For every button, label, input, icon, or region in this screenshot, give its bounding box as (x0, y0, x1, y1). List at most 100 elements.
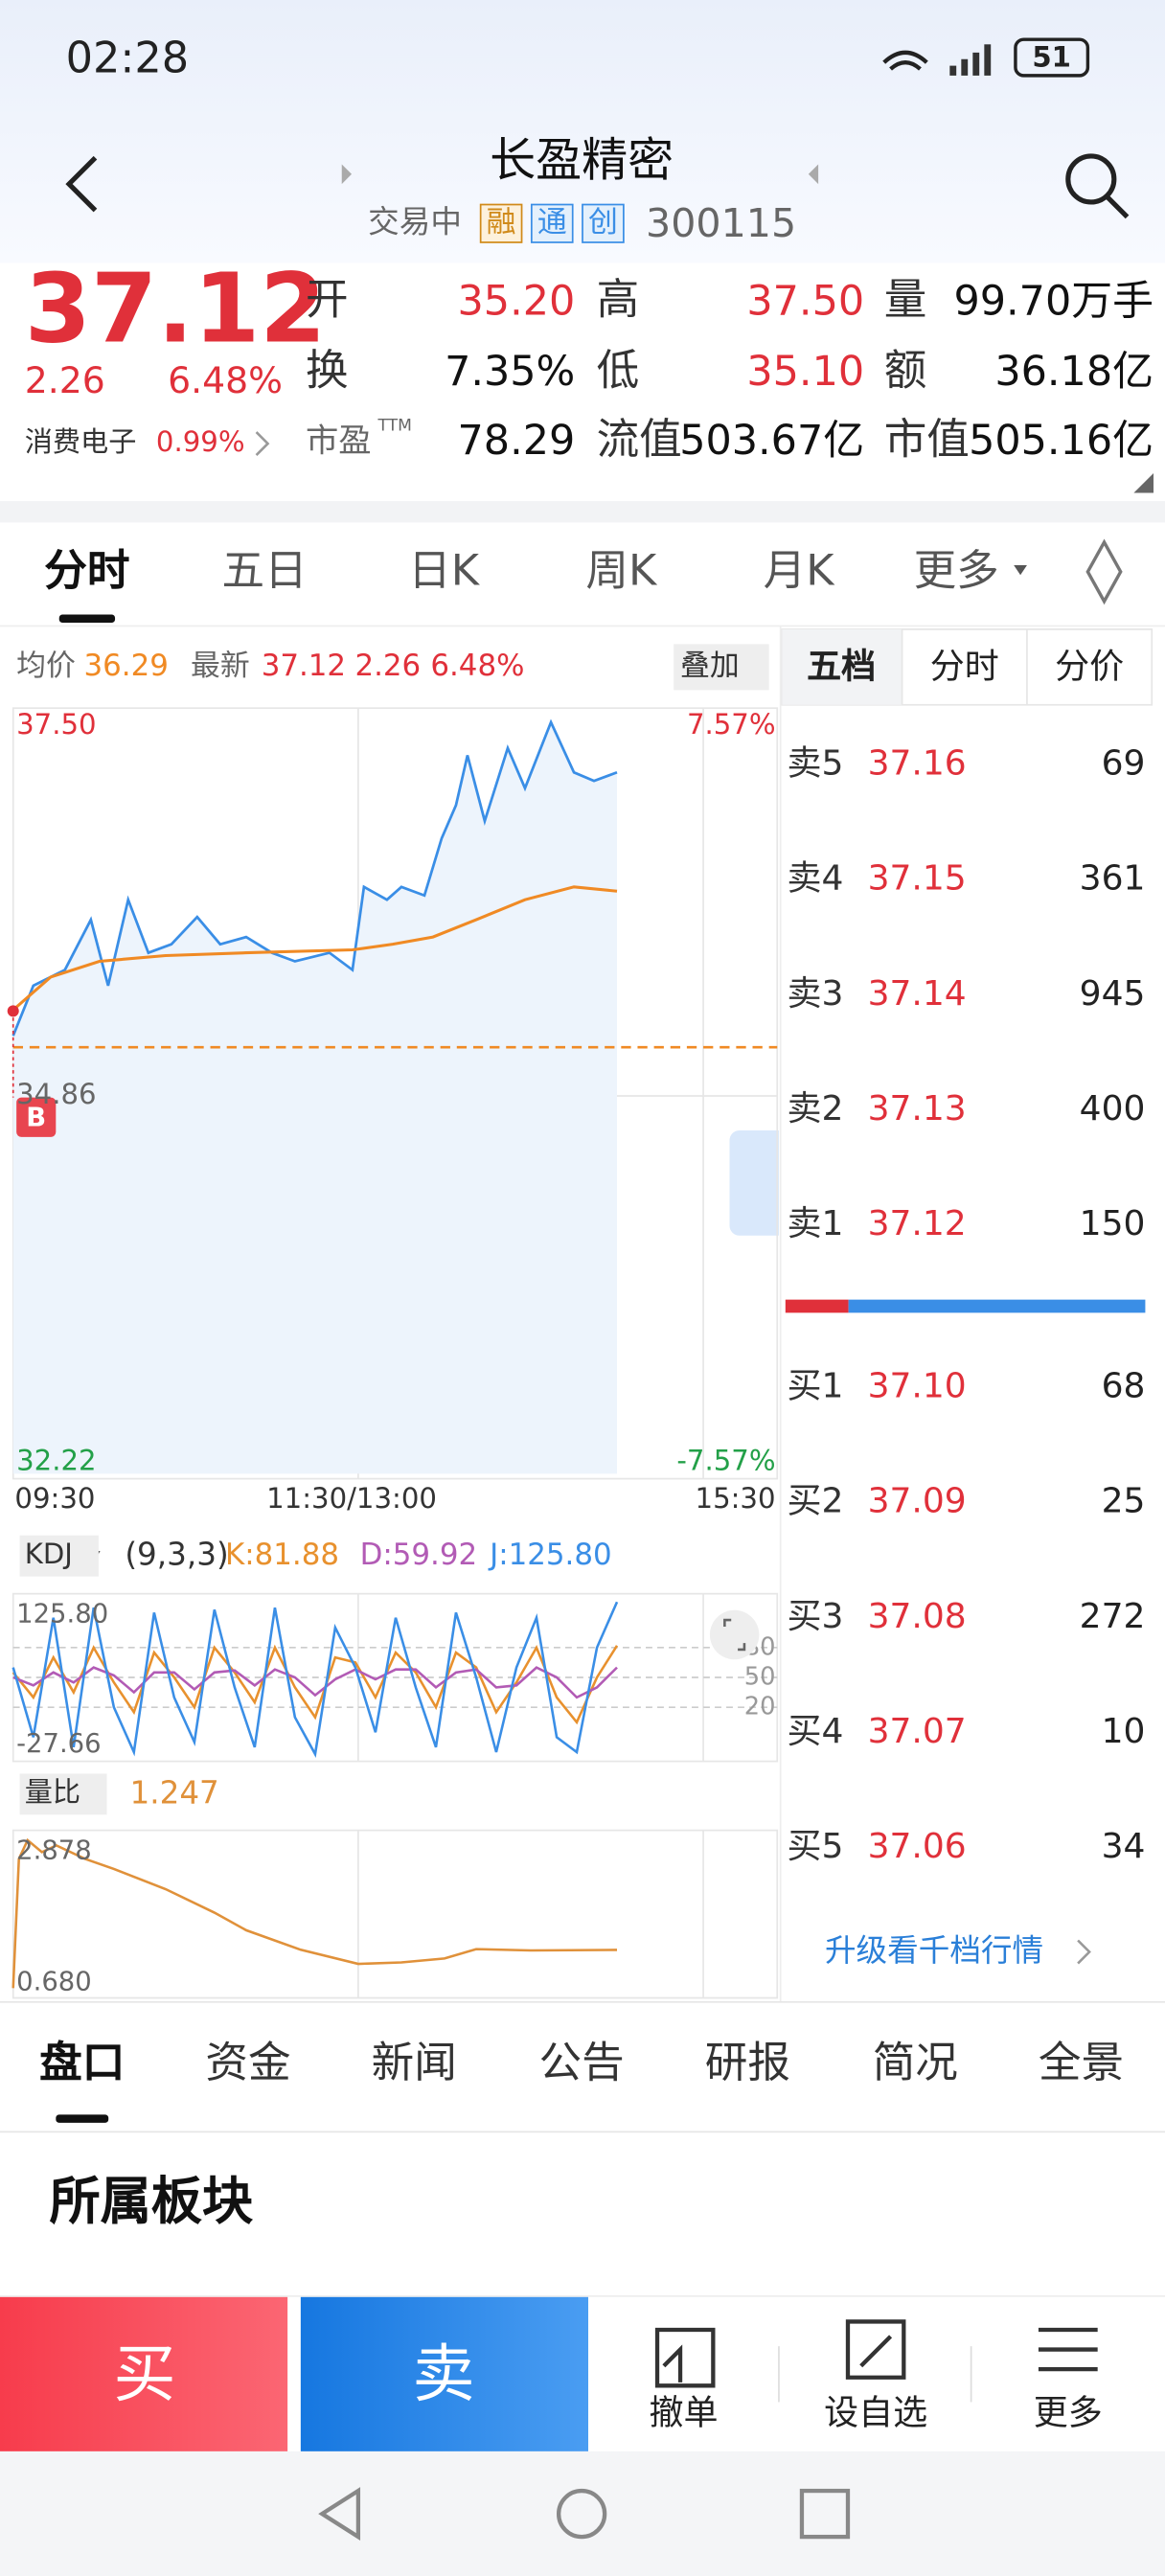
kdj-d: D:59.92 (359, 1538, 478, 1573)
book-volume: 400 (1079, 1088, 1146, 1128)
book-price: 37.13 (867, 1088, 967, 1128)
signal-icon (949, 44, 992, 76)
y-tick-label: 32.22 (16, 1444, 96, 1476)
chart-tab[interactable]: 日K (408, 547, 480, 597)
book-price: 37.16 (867, 743, 967, 784)
tag: 创 (582, 203, 625, 243)
book-label: 卖3 (787, 973, 844, 1014)
sell-label[interactable]: 卖 (412, 2337, 475, 2411)
volume-ratio-name[interactable]: 量比 (19, 1773, 107, 1815)
stat-label: 量 (883, 276, 927, 326)
tool-label[interactable]: 撤单 (649, 2393, 719, 2433)
expand-corner[interactable] (1133, 472, 1154, 493)
stat-value: 35.20 (457, 276, 576, 325)
stat-label: 开 (306, 276, 349, 326)
chart-tab[interactable]: 分时 (44, 547, 130, 597)
trade-status: 交易中 (368, 204, 462, 241)
book-tab[interactable]: 五档 (807, 646, 877, 687)
kdj-name[interactable]: KDJ (19, 1535, 100, 1577)
detail-tab[interactable]: 简况 (872, 2039, 958, 2088)
book-label: 买5 (787, 1826, 844, 1866)
stat-label: 低 (596, 346, 640, 397)
y2-tick-label: -7.57% (676, 1444, 775, 1476)
tag: 融 (479, 203, 523, 243)
detail-tab[interactable]: 新闻 (371, 2039, 457, 2088)
avg-value: 36.29 (83, 649, 169, 684)
kdj-line (11, 1601, 619, 1758)
price-change-pct: 6.48% (168, 361, 283, 403)
stat-value: 503.67亿 (679, 416, 865, 465)
stat-label: 额 (883, 346, 927, 397)
stock-name: 长盈精密 (490, 132, 674, 188)
detail-tab[interactable]: 研报 (704, 2039, 790, 2088)
stat-label: 市盈 (306, 421, 372, 461)
search-icon[interactable] (1065, 153, 1117, 205)
stat-value: 99.70万手 (953, 276, 1154, 325)
chart-tab[interactable]: 月K (763, 547, 834, 597)
chart-tab[interactable]: 周K (585, 547, 657, 597)
sell-button[interactable] (300, 2296, 589, 2451)
kdj-k: K:81.88 (224, 1538, 340, 1573)
detail-tab[interactable]: 公告 (538, 2039, 625, 2088)
sector-name[interactable]: 消费电子 (24, 426, 137, 460)
panel-handle[interactable] (729, 1129, 779, 1236)
vr-tick-label: 0.680 (16, 1968, 92, 1997)
stat-label: 流值 (596, 415, 682, 466)
price-line (11, 718, 618, 1037)
nav-recent[interactable] (799, 2488, 851, 2540)
book-price: 37.12 (867, 1203, 967, 1243)
book-tab[interactable]: 分时 (929, 646, 999, 687)
tab-underline (58, 614, 116, 624)
kdj-j: J:125.80 (490, 1538, 612, 1573)
y2-tick-label: 7.57% (687, 708, 776, 741)
tag: 通 (530, 203, 574, 243)
book-volume: 68 (1101, 1366, 1146, 1406)
fullscreen-icon (723, 1618, 746, 1652)
book-label: 卖2 (787, 1088, 844, 1128)
book-label: 卖1 (787, 1203, 844, 1243)
x-tick-label: 11:30/13:00 (266, 1482, 437, 1515)
volume-ratio-line (11, 1837, 618, 1989)
latest-label: 最新 (190, 649, 250, 684)
battery-icon (1014, 37, 1090, 78)
stock-code: 300115 (646, 200, 797, 247)
more-icon (1038, 2327, 1098, 2372)
tool-label[interactable]: 设自选 (824, 2393, 928, 2433)
kdj-params: (9,3,3) (125, 1537, 229, 1574)
chart-tab[interactable]: 更多 (913, 547, 999, 597)
tool-label[interactable]: 更多 (1033, 2393, 1103, 2433)
buy-label[interactable]: 买 (113, 2337, 176, 2411)
back-icon[interactable] (65, 155, 98, 213)
kdj-level-label: 50 (744, 1662, 776, 1691)
book-price: 37.06 (867, 1826, 967, 1866)
buy-button[interactable] (0, 2296, 288, 2451)
detail-tab[interactable]: 全景 (1038, 2039, 1125, 2088)
book-price: 37.15 (867, 858, 967, 899)
overlay-button[interactable]: 叠加 (674, 644, 769, 691)
ask-ratio-bar (848, 1299, 1146, 1313)
x-tick-label: 09:30 (14, 1482, 95, 1515)
book-price: 37.08 (867, 1596, 967, 1636)
section-title: 所属板块 (49, 2173, 254, 2232)
avg-line (11, 885, 618, 1012)
upgrade-link[interactable]: 升级看千档行情 (824, 1932, 1044, 1970)
settings-icon[interactable] (1085, 538, 1123, 605)
nav-home[interactable] (556, 2488, 607, 2540)
fullscreen-button (709, 1609, 760, 1660)
detail-tab[interactable]: 盘口 (39, 2039, 126, 2088)
book-volume: 945 (1079, 973, 1146, 1014)
book-volume: 272 (1079, 1596, 1146, 1636)
book-label: 卖5 (787, 743, 844, 784)
nav-back[interactable] (318, 2487, 361, 2542)
book-label: 卖4 (787, 858, 844, 899)
kdj-line (12, 1666, 618, 1699)
kdj-tick-label: 125.80 (16, 1599, 108, 1629)
latest-change: 2.26 (354, 649, 422, 684)
book-label: 买3 (787, 1596, 844, 1636)
book-volume: 69 (1101, 743, 1146, 784)
detail-tab[interactable]: 资金 (205, 2039, 291, 2088)
chart-tab[interactable]: 五日 (221, 547, 308, 597)
book-tab[interactable]: 分价 (1055, 646, 1125, 687)
y-tick-label: 34.86 (16, 1078, 96, 1110)
